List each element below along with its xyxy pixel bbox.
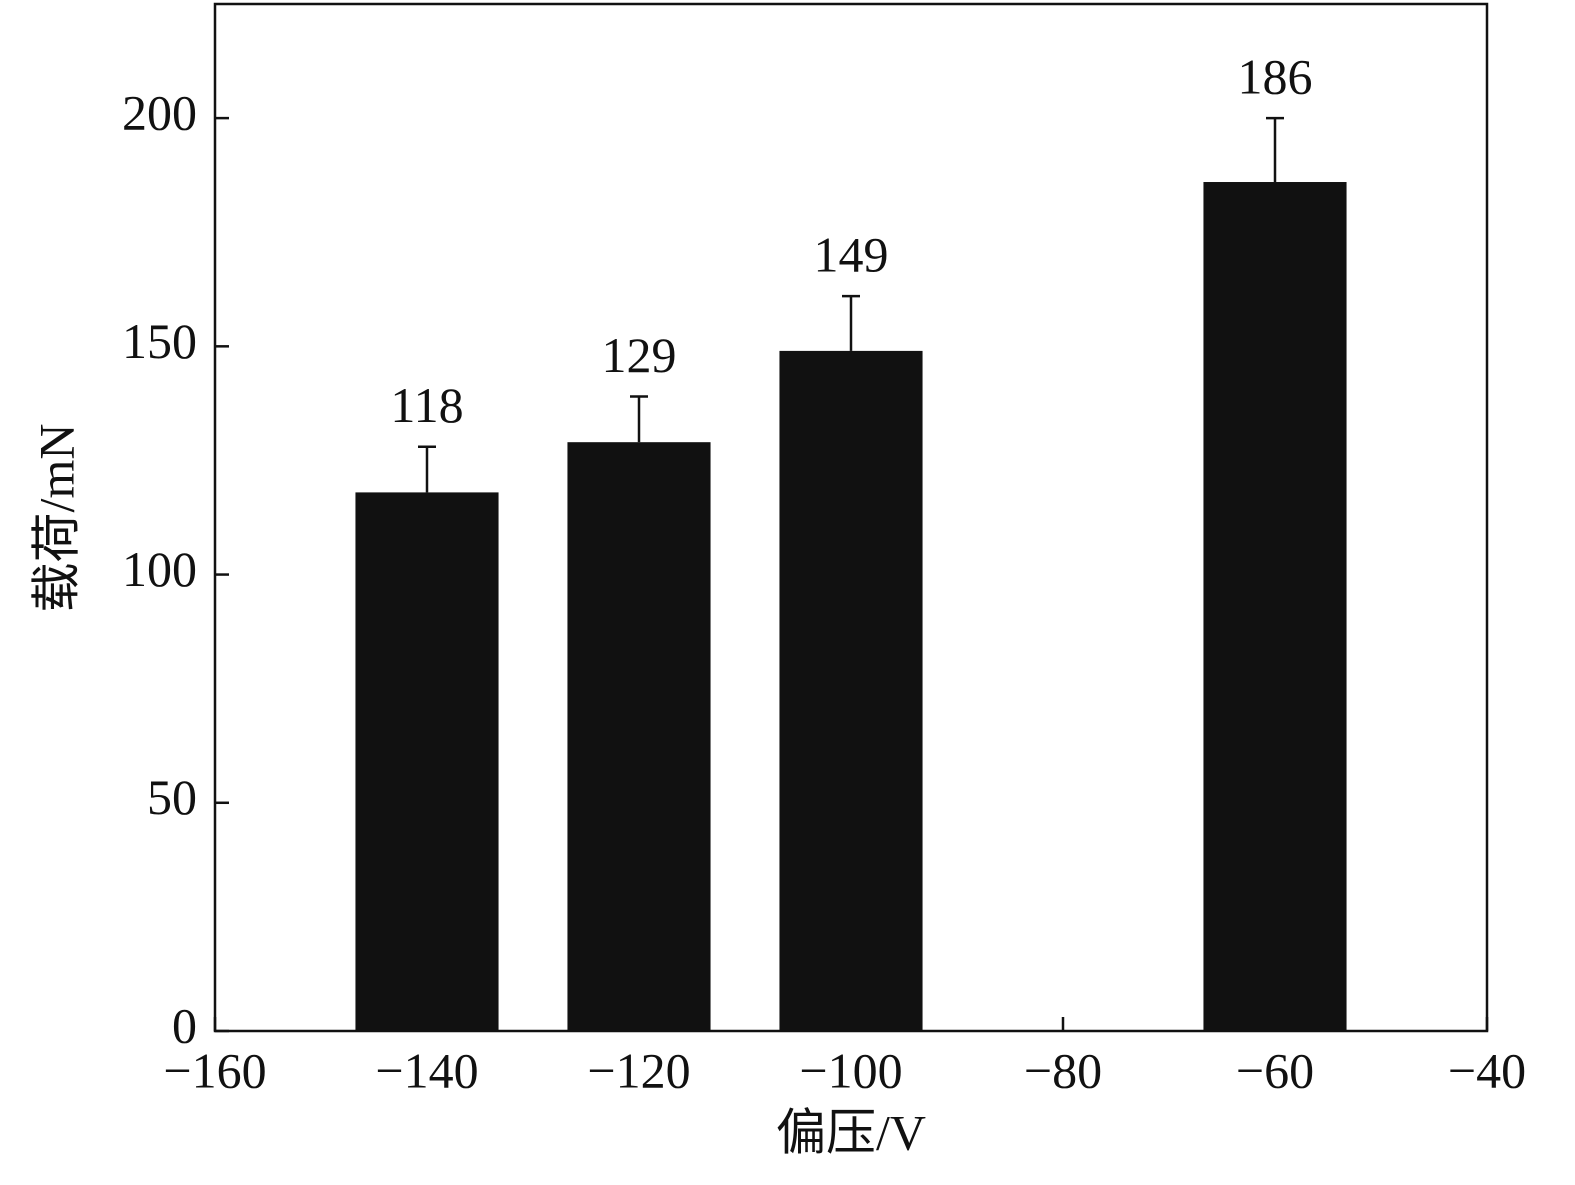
bar [779,350,923,1031]
x-tick-label: −140 [375,1042,478,1098]
x-axis-label: 偏压/V [776,1104,926,1160]
bar [1203,182,1347,1032]
bar [567,442,711,1032]
value-label: 186 [1238,49,1313,105]
value-label: 118 [390,377,463,433]
y-axis-label: 载荷/mN [28,424,84,613]
x-tick-label: −120 [587,1042,690,1098]
x-tick-label: −40 [1448,1042,1526,1098]
x-tick-label: −100 [799,1042,902,1098]
x-tick-label: −80 [1024,1042,1102,1098]
x-tick-label: −60 [1236,1042,1314,1098]
bar [355,492,499,1031]
y-tick-label: 200 [122,85,197,141]
value-label: 149 [814,227,889,283]
y-tick-label: 150 [122,313,197,369]
x-tick-label: −160 [163,1042,266,1098]
y-tick-label: 50 [147,769,197,825]
y-tick-label: 100 [122,541,197,597]
y-tick-label: 0 [172,997,197,1053]
value-label: 129 [602,327,677,383]
